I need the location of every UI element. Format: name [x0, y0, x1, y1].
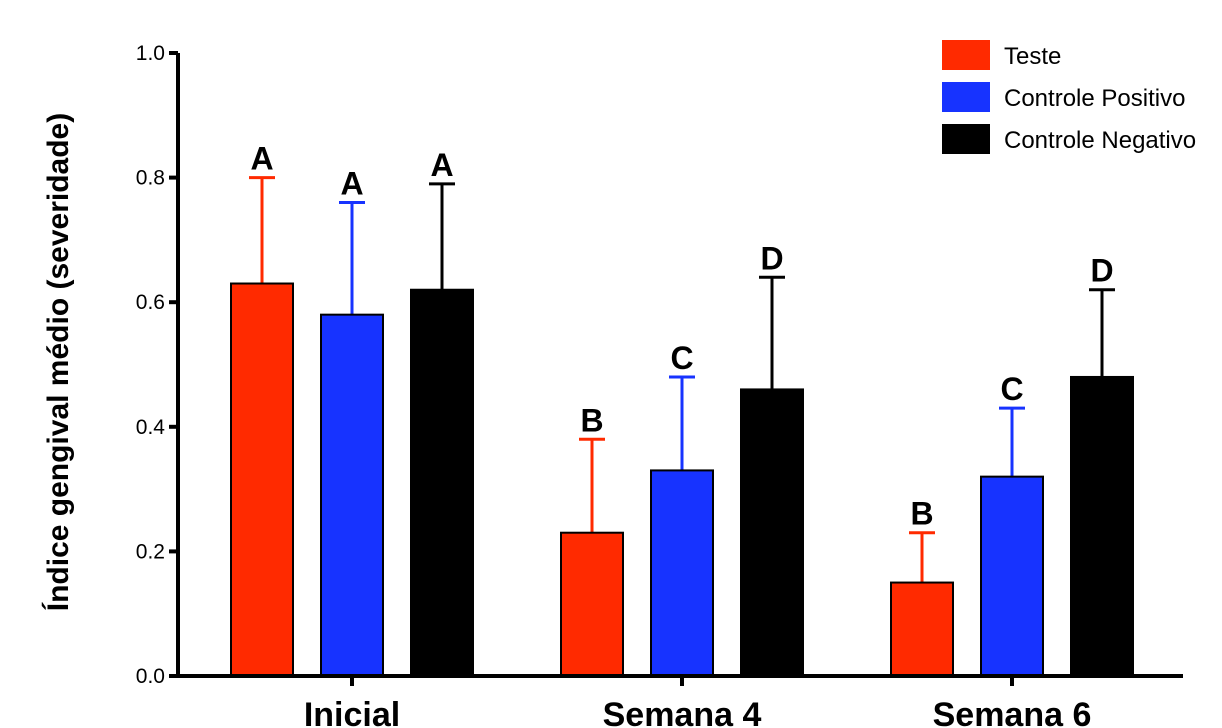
legend-swatch	[942, 82, 990, 112]
y-tick-label: 1.0	[136, 42, 165, 65]
bar	[320, 313, 384, 677]
bar	[980, 475, 1044, 678]
legend-label: Controle Negativo	[1004, 127, 1196, 154]
legend-swatch	[942, 124, 990, 154]
bar	[740, 388, 804, 677]
legend-label: Teste	[1004, 43, 1061, 70]
bar	[1070, 375, 1134, 677]
plot-area: A B B A C C A D D 0.0 0.2 0.4 0.6 0.8 1.0 Inicial Semana…	[136, 42, 1183, 728]
x-tick-label: Inicial	[304, 696, 400, 728]
significance-label: D	[1090, 253, 1113, 289]
bar	[410, 288, 474, 677]
legend-label: Controle Positivo	[1004, 85, 1185, 112]
y-tick-label: 0.8	[136, 167, 165, 190]
significance-label: C	[670, 340, 693, 376]
significance-label: B	[910, 496, 933, 532]
y-tick-label: 0.2	[136, 540, 165, 563]
y-tick-label: 0.6	[136, 291, 165, 314]
bar	[230, 282, 294, 677]
x-tick-label: Semana 6	[933, 696, 1092, 728]
y-axis-label: Índice gengival médio (severidade)	[41, 113, 75, 612]
significance-label: C	[1000, 371, 1023, 407]
y-tick-label: 0.0	[136, 665, 165, 688]
legend-swatch	[942, 40, 990, 70]
significance-label: A	[250, 141, 273, 177]
bar	[650, 469, 714, 677]
significance-label: D	[760, 240, 783, 276]
significance-label: B	[580, 402, 603, 438]
significance-label: A	[430, 147, 453, 183]
bar	[890, 581, 954, 677]
significance-label: A	[340, 166, 363, 202]
y-tick-label: 0.4	[136, 416, 166, 439]
x-tick-label: Semana 4	[603, 696, 762, 728]
bar	[560, 531, 624, 678]
legend: Teste Controle Positivo Controle Negativo	[942, 40, 1196, 154]
